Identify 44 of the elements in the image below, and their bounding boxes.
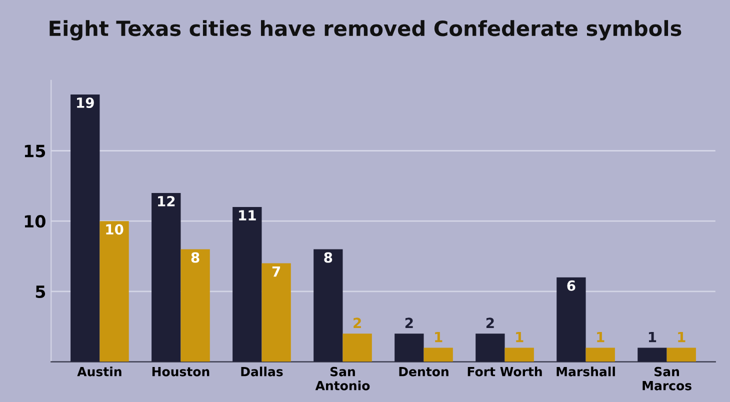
- bar: [638, 348, 667, 362]
- bar: [100, 221, 129, 362]
- data-label: 11: [239, 210, 256, 220]
- data-label: 10: [106, 224, 124, 235]
- data-label: 1: [648, 332, 656, 342]
- bar: [180, 249, 210, 362]
- x-tick-label: Denton: [399, 367, 448, 376]
- x-tick-label: San Marcos: [642, 366, 692, 390]
- bar: [504, 348, 534, 362]
- bar: [314, 249, 343, 362]
- data-label: 1: [597, 332, 604, 342]
- bar: [70, 94, 100, 362]
- x-tick-label: Marshall: [556, 366, 615, 376]
- y-tick-label: 5: [36, 286, 46, 298]
- x-tick-label: Dallas: [241, 366, 283, 376]
- chart-title: Eight Texas cities have removed Confederate symbols: [50, 20, 682, 40]
- data-label: 12: [158, 196, 175, 206]
- bar: [424, 348, 453, 362]
- bar: [476, 334, 505, 362]
- data-label: 8: [191, 252, 200, 263]
- data-label: 7: [272, 266, 280, 277]
- data-label: 19: [77, 98, 94, 108]
- data-label: 2: [486, 318, 494, 328]
- bar: [556, 277, 586, 362]
- bar: [152, 192, 181, 362]
- y-tick-label: 15: [24, 144, 46, 158]
- bar: [586, 348, 615, 362]
- bar: [394, 334, 424, 362]
- x-tick-label: Houston: [152, 367, 210, 376]
- data-label: 1: [435, 332, 442, 342]
- bar: [342, 334, 372, 362]
- data-label: 8: [324, 252, 332, 263]
- data-label: 2: [405, 318, 413, 328]
- data-label: 6: [567, 280, 576, 291]
- x-tick-label: San Antonio: [315, 366, 370, 390]
- data-label: 1: [516, 332, 524, 342]
- bar: [666, 348, 696, 362]
- data-label: 1: [678, 332, 686, 342]
- x-tick-label: Austin: [77, 366, 122, 376]
- bar: [232, 207, 262, 362]
- x-tick-label: Fort Worth: [468, 366, 542, 376]
- data-label: 2: [354, 318, 361, 328]
- bar: [262, 263, 291, 362]
- y-tick-label: 10: [24, 215, 46, 228]
